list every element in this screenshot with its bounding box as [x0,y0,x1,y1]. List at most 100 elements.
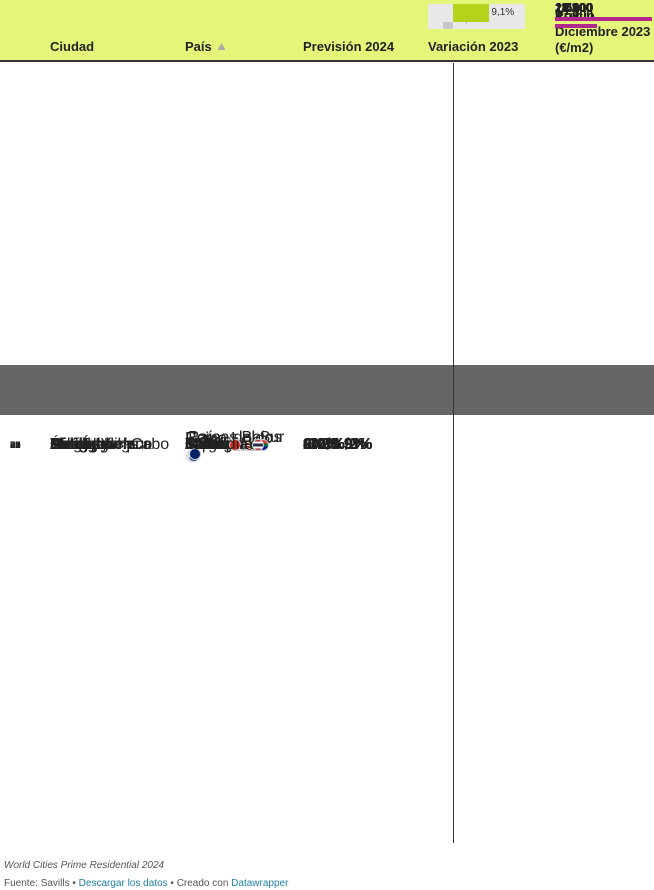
price-label: 12.100 [555,0,594,15]
city: París [50,436,88,453]
rank: 18 [10,439,21,451]
price-label: 2.500 [555,0,587,15]
forecast: -1.9%/0% [303,436,373,453]
city: Nueva York [50,436,132,453]
rank: 27 [10,439,21,451]
price-label: 15.000 [555,0,594,15]
forecast: 2%/3.9% [303,436,368,453]
rank: 30 [10,439,21,451]
forecast: 0%/1.9% [303,436,368,453]
zero-line [453,63,454,843]
separator: • [170,878,174,889]
forecast: 2%/3.9% [303,436,368,453]
price-label: 14.900 [555,0,594,15]
rank: 12 [10,439,21,451]
price-label: 14.800 [555,0,594,15]
rank: 7 [10,439,16,451]
price-label: 15.000 [555,0,594,15]
forecast: 0%/1.9% [303,436,368,453]
rank: 25 [10,439,21,451]
rank: 19 [10,439,21,451]
price-label: 15.300 [555,0,594,15]
forecast: 0%/1.9% [303,436,368,453]
forecast: -3.9%/2% [303,436,373,453]
city: Atenas [50,436,100,453]
city: Shanghái [50,436,118,453]
price-label: 18.900 [555,0,594,15]
rank: 22 [10,439,21,451]
variation-label: 9,1% [491,6,515,18]
rank: 14 [10,439,21,451]
city: Pekín [50,436,91,453]
price-label: 25.300 [555,0,594,15]
city: Ginebra [50,436,107,453]
price-label: 13.900 [555,0,594,15]
city: Ciudad del Cabo [50,436,170,453]
forecast: 0.0% [303,436,340,453]
forecast: 2%/3.9% [303,436,368,453]
city: Tokio [50,436,88,453]
forecast: 2%/3.9% [303,436,368,453]
rank: 15 [10,439,21,451]
price-label: 25.100 [555,0,594,15]
rank: 3 [10,439,16,451]
forecast: 2%/3.9% [303,436,368,453]
forecast: 0.0% [303,436,340,453]
forecast: -1.9%/0% [303,436,373,453]
country: Suiza [185,436,226,453]
price-label: 7.400 [555,0,587,15]
price-label: 2.400 [555,0,587,15]
forecast: 4%/5.9% [303,436,368,453]
price-label: 17.800 [555,0,594,15]
rank: 17 [10,439,21,451]
header-city: Ciudad [50,39,95,54]
city: Bombay [50,436,109,453]
price-label: 13.100 [555,0,594,15]
price-label: 11.300 [555,0,593,15]
forecast: 2%/3.9% [303,436,368,453]
header-country[interactable]: País [185,39,212,54]
price-label: 19.200 [555,0,594,15]
city: Hangzhou [50,436,123,453]
forecast: 0%/1.9% [303,436,368,453]
forecast: 0%/1.9% [303,436,368,453]
price-bar [555,16,618,21]
price-label: 13.800 [555,0,594,15]
table-row: 30 Bangkok Tailandia 0%/1.9% 9,1% 10.300 [0,1,654,780]
city: Seúl [50,436,83,453]
price-bar [555,16,581,21]
country-cell: Tailandia [185,0,285,890]
forecast: -1.9%/0% [303,436,373,453]
rank: 6 [10,439,16,451]
city: Londres [50,436,108,453]
price-label: 15.100 [555,0,594,15]
city: Berlín [50,436,92,453]
footer-source: Fuente: Savills • Descargar los datos • … [4,878,288,889]
price-label: 11.200 [555,0,593,15]
forecast: -10% [303,436,341,453]
forecast: -1.9%/0% [303,436,373,453]
flag [252,439,265,451]
credit-link[interactable]: Datawrapper [231,878,289,889]
city: Guangzhou [50,436,133,453]
city: Barcelona [50,436,128,453]
rank: 21 [10,439,21,451]
header-forecast: Previsión 2024 [303,39,395,54]
flag [229,439,242,451]
rank: 2 [10,439,16,451]
download-link[interactable]: Descargar los datos [78,878,168,889]
country: Reino Unido [185,430,274,447]
city: Dubái [50,436,92,453]
price-label: 20.400 [555,0,594,15]
rank: 9 [10,439,16,451]
rank: 26 [10,439,21,451]
rank: 24 [10,439,21,451]
city: Singapur [50,436,115,453]
city: Hong Kong [50,436,131,453]
rank: 29 [10,439,21,451]
forecast: 8%/9.9% [303,436,368,453]
rank: 5 [10,439,16,451]
forecast: 2%/3.9% [303,436,368,453]
city: Shenzhen [50,436,123,453]
